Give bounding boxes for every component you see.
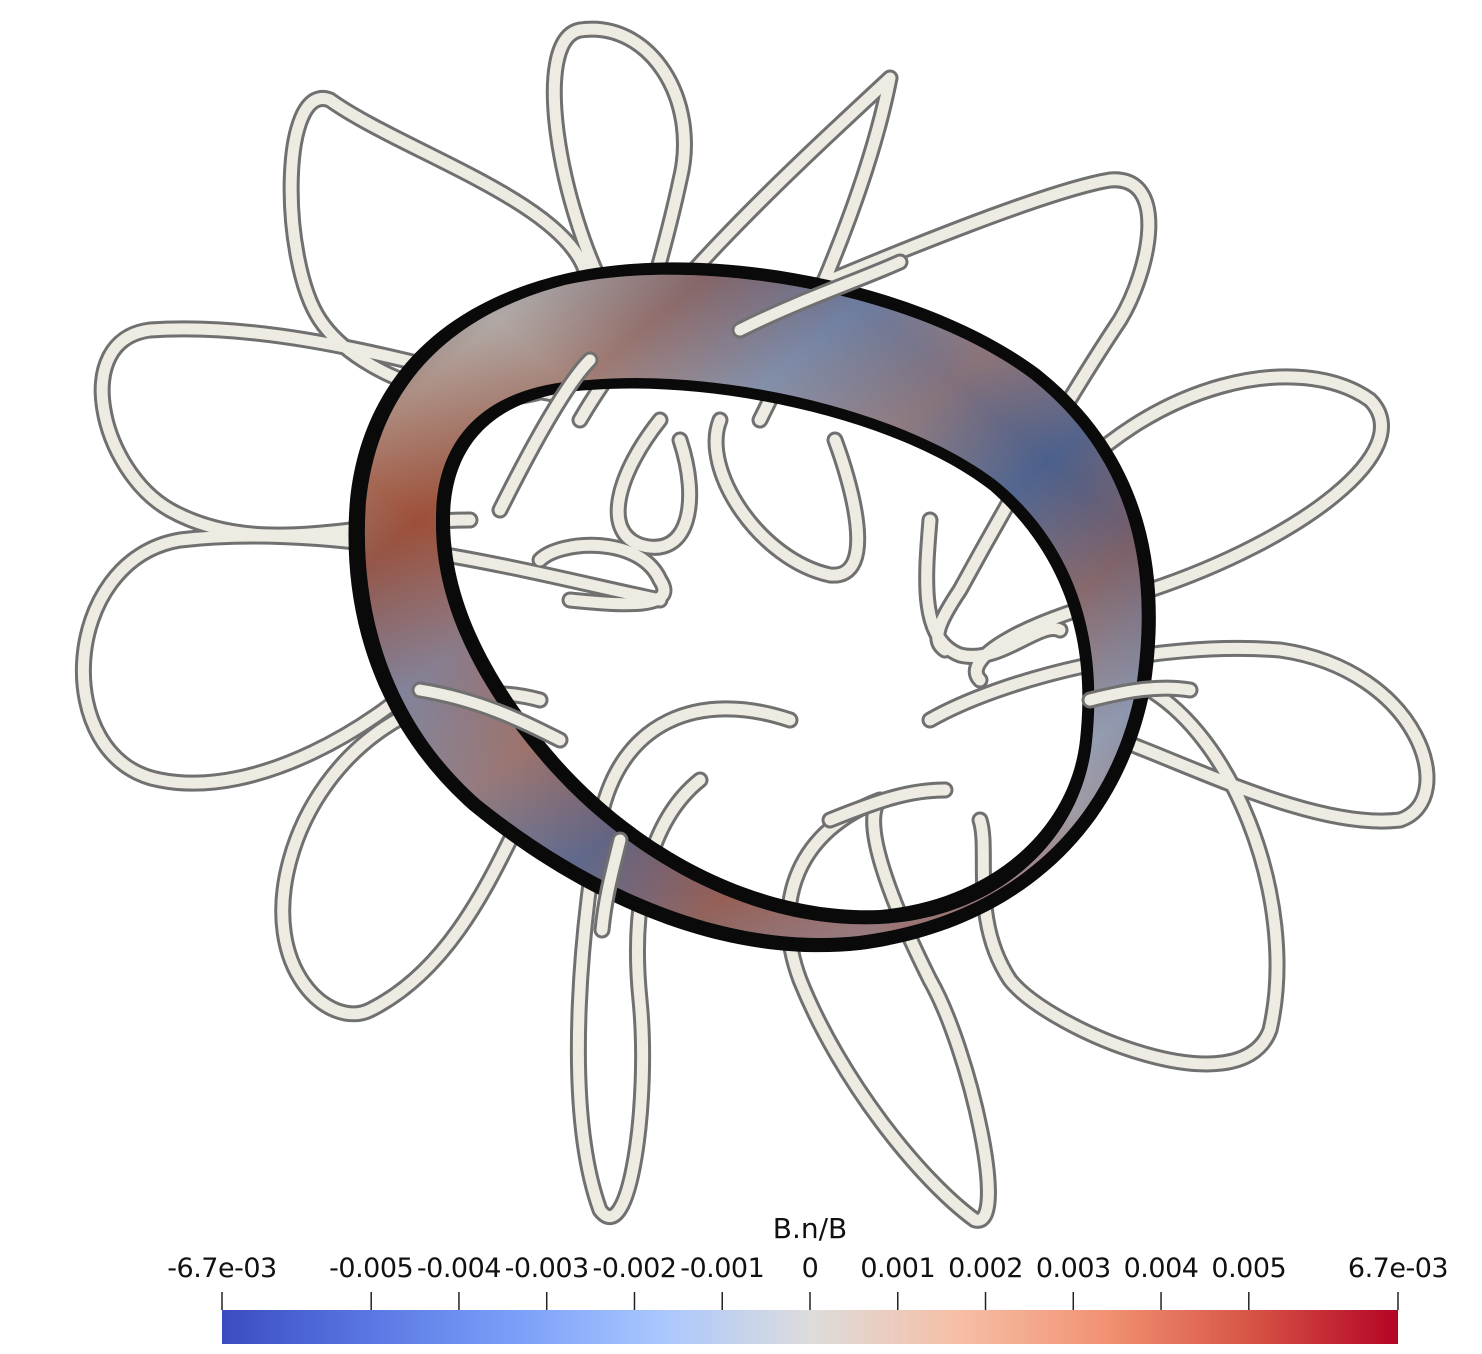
coil-front-segments [411,253,1199,939]
colorbar-tick-label: -0.005 [329,1253,414,1284]
twelve-coil-tubes [74,20,1436,1229]
colorbar-max-label: 6.7e-03 [1347,1253,1449,1284]
colorbar-tick-label: 0.004 [1123,1253,1199,1284]
colorbar-tick-label: 0.003 [1035,1253,1111,1284]
colorbar-min-label: -6.7e-03 [167,1253,277,1284]
colorbar-tick-label: -0.004 [416,1253,502,1284]
plasma-surface-torus [348,262,1156,953]
colorbar-tick-label: 0.001 [860,1253,936,1284]
colorbar-title: B.n/B [772,1212,848,1245]
colorbar-gradient [222,1310,1398,1344]
colorbar-tick-label: -0.002 [592,1253,677,1284]
colorbar [221,1292,1399,1344]
colorbar-tick-label: -0.003 [504,1253,590,1284]
colorbar-tick-label: 0.002 [948,1253,1023,1284]
colorbar-tick-label: 0.005 [1211,1253,1287,1284]
colorbar-tick-label: 0 [801,1253,819,1284]
colorbar-tick-label: -0.001 [680,1253,765,1284]
